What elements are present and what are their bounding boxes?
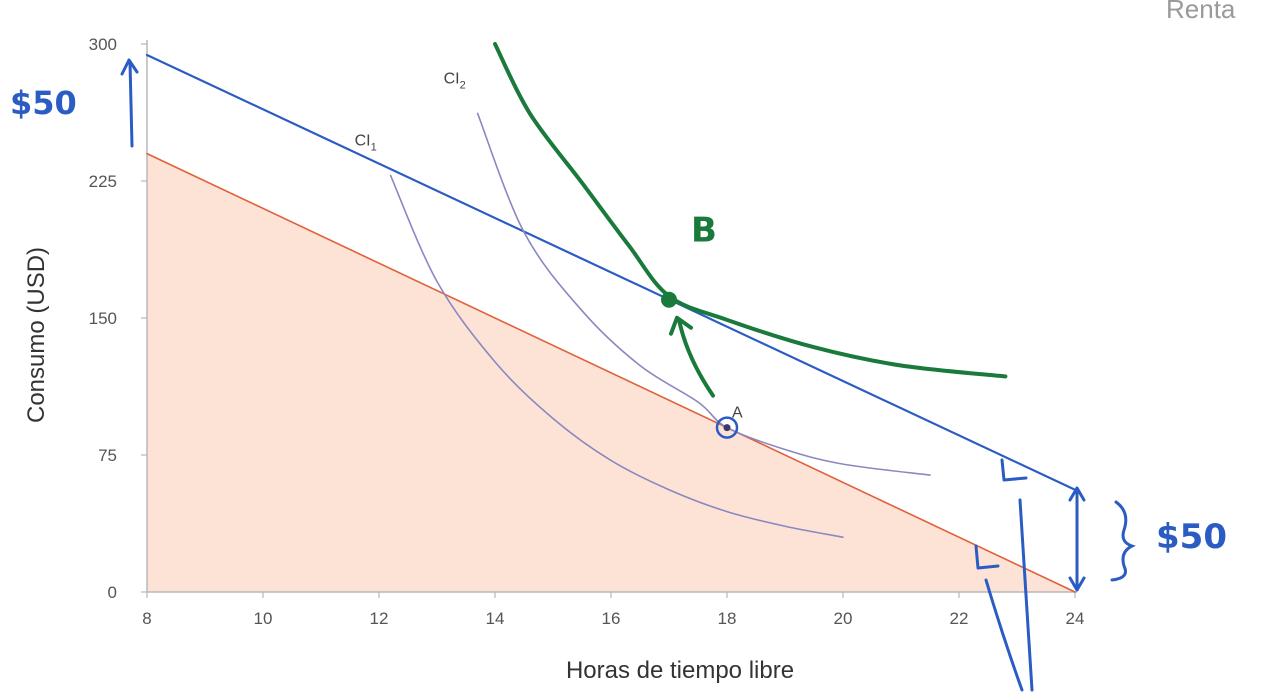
right-brace — [1110, 500, 1136, 582]
x-tick-label: 16 — [602, 609, 621, 628]
y-tick-label: 150 — [89, 309, 117, 328]
curve-label-subscript: 1 — [371, 142, 377, 154]
new-budget-line — [145, 53, 1077, 491]
y-tick-label: 75 — [98, 446, 117, 465]
y-tick-label: 300 — [89, 35, 117, 54]
left-gap-arrowhead — [120, 58, 139, 76]
y-tick-label: 225 — [89, 172, 117, 191]
axes — [146, 40, 1077, 593]
slope-mark-original-line — [974, 544, 1000, 570]
series — [145, 42, 1077, 593]
arrow-a-to-b — [677, 317, 715, 398]
right-fifty-label: $50 — [1156, 517, 1227, 557]
y-tick-label: 0 — [108, 583, 117, 602]
curve-label-ci2: CI2 — [444, 70, 466, 91]
right-gap-arrowhead-bottom — [1068, 576, 1086, 592]
x-tick-label: 12 — [370, 609, 389, 628]
x-tick-label: 18 — [718, 609, 737, 628]
indifference-curve-1 — [389, 174, 844, 538]
point-a-label: A — [732, 405, 743, 422]
point-b-label: B — [691, 211, 717, 251]
pointer-stroke-2 — [984, 578, 1024, 692]
curve-label-subscript: 2 — [460, 79, 466, 91]
x-tick-label: 22 — [950, 609, 969, 628]
slope-mark-new-line — [1000, 458, 1028, 482]
corner-title-fragment: Renta — [1166, 0, 1236, 24]
curve-label-main: CI — [444, 70, 460, 87]
handwritten-annotations: $50 $50 — [10, 58, 1227, 692]
x-tick-label: 14 — [486, 609, 505, 628]
x-axis-label: Horas de tiempo libre — [566, 657, 794, 684]
indifference-curve-b — [493, 42, 1008, 379]
y-axis-label: Consumo (USD) — [23, 247, 50, 423]
point-b-marker — [661, 291, 677, 308]
x-tick-label: 20 — [834, 609, 853, 628]
right-gap-arrowhead-top — [1068, 486, 1086, 502]
point-a-marker — [723, 424, 731, 432]
pointer-stroke-1 — [1018, 498, 1034, 692]
curve-label-main: CI — [355, 133, 371, 150]
x-tick-label: 8 — [142, 609, 151, 628]
point-a-circle — [715, 416, 739, 439]
x-tick-label: 24 — [1066, 609, 1085, 628]
points: AB — [661, 211, 743, 439]
x-tick-label: 10 — [254, 609, 273, 628]
original-budget-line — [146, 152, 1076, 593]
indifference-curve-2 — [476, 112, 931, 476]
left-gap-arrow — [128, 60, 134, 148]
left-fifty-label: $50 — [10, 84, 77, 122]
curve-label-ci1: CI1 — [355, 133, 377, 154]
arrow-a-to-b-head — [669, 315, 693, 336]
